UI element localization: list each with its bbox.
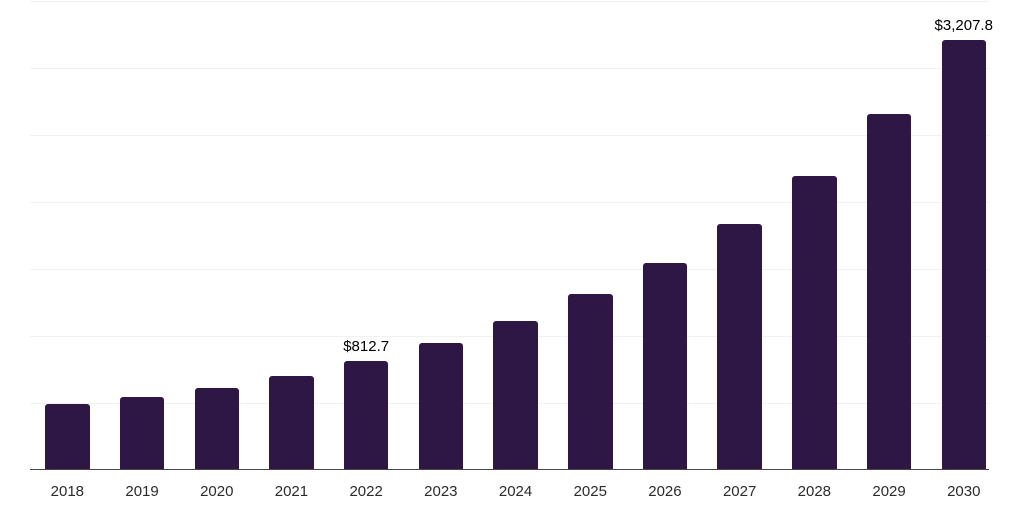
bar-2024 bbox=[493, 320, 538, 470]
x-axis-label-2023: 2023 bbox=[424, 483, 458, 500]
x-axis-label-2024: 2024 bbox=[498, 483, 533, 500]
x-axis-label-2025: 2025 bbox=[573, 483, 607, 500]
x-axis-label-2026: 2026 bbox=[648, 483, 682, 500]
gridline bbox=[30, 68, 989, 69]
gridline bbox=[30, 135, 989, 136]
x-axis-label-2021: 2021 bbox=[274, 483, 309, 500]
x-axis-label-2018: 2018 bbox=[50, 483, 85, 500]
bar-2023 bbox=[418, 342, 464, 470]
bar-2019 bbox=[119, 396, 165, 470]
bar-2027 bbox=[717, 223, 762, 470]
x-axis-label-2027: 2027 bbox=[722, 483, 757, 500]
bar-2030 bbox=[941, 40, 986, 470]
bar-2028 bbox=[792, 176, 837, 470]
x-axis-line bbox=[30, 468, 989, 470]
x-axis-label-2030: 2030 bbox=[947, 483, 981, 500]
bar-2026 bbox=[642, 262, 688, 470]
plot-area: $812.7 $3,207.8 bbox=[30, 0, 993, 470]
x-axis-label-2020: 2020 bbox=[200, 483, 234, 500]
bar-2025 bbox=[568, 294, 613, 470]
bar-2018 bbox=[45, 404, 90, 470]
data-label-2022: $812.7 bbox=[343, 338, 390, 356]
bar-2029 bbox=[866, 114, 912, 470]
bar-2021 bbox=[269, 376, 314, 470]
x-axis-label-2028: 2028 bbox=[797, 483, 832, 500]
bar-2022 bbox=[343, 361, 389, 470]
x-axis-label-2019: 2019 bbox=[125, 483, 159, 500]
data-label-2030: $3,207.8 bbox=[934, 17, 993, 35]
gridline bbox=[30, 1, 989, 2]
x-axis-label-2029: 2029 bbox=[872, 483, 906, 500]
x-axis-label-2022: 2022 bbox=[349, 483, 383, 500]
gridline bbox=[30, 269, 989, 270]
gridline bbox=[30, 202, 989, 203]
bar-2020 bbox=[194, 387, 239, 470]
